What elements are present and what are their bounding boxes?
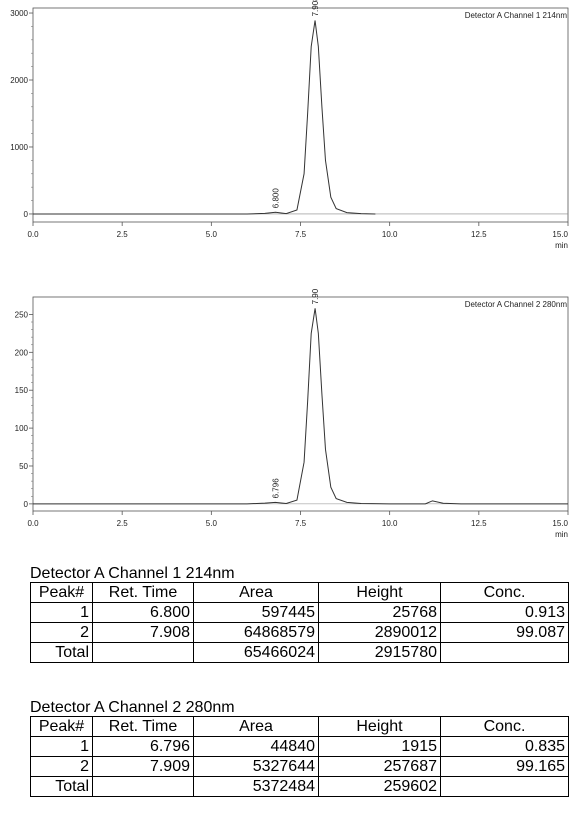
table-cell: Conc. bbox=[440, 582, 569, 603]
table: Peak# Ret. Time Area Height Conc. 1 6.796 44840… bbox=[30, 716, 569, 797]
y-tick-label: 1000 bbox=[10, 143, 28, 152]
x-tick-label: 12.5 bbox=[471, 230, 487, 239]
table-cell: 6.800 bbox=[92, 602, 194, 623]
table-cell: 259602 bbox=[318, 776, 441, 797]
trace bbox=[33, 20, 376, 215]
table-cell: 44840 bbox=[193, 736, 319, 757]
table-row: Peak# Ret. Time Area Height Conc. bbox=[30, 716, 569, 737]
peak-label: 6.800 bbox=[272, 188, 281, 209]
x-tick-label: 0.0 bbox=[27, 519, 39, 528]
peak-label: 6.796 bbox=[271, 478, 280, 499]
x-tick-label: 0.0 bbox=[27, 230, 39, 239]
x-tick-label: 10.0 bbox=[382, 519, 398, 528]
table-cell: Total bbox=[30, 776, 93, 797]
y-tick-label: 250 bbox=[15, 310, 29, 319]
table-cell bbox=[92, 642, 194, 663]
annotation: Detector A Channel 1 214nm bbox=[465, 11, 568, 20]
y-tick-label: 50 bbox=[19, 462, 28, 471]
table-cell: 2915780 bbox=[318, 642, 441, 663]
table-cell: 65466024 bbox=[193, 642, 319, 663]
table-cell: Area bbox=[193, 716, 319, 737]
table: Peak# Ret. Time Area Height Conc. 1 6.800 59744… bbox=[30, 582, 569, 663]
peak-table: Detector A Channel 1 214nm Peak# Ret. Time… bbox=[30, 565, 569, 663]
table-cell: Height bbox=[318, 582, 441, 603]
y-tick-label: 0 bbox=[24, 500, 29, 509]
x-tick-label: 15.0 bbox=[552, 519, 568, 528]
table-cell: Area bbox=[193, 582, 319, 603]
peak-label: 7.908 bbox=[311, 0, 320, 16]
table-cell bbox=[440, 776, 569, 797]
table-cell: 1 bbox=[30, 736, 93, 757]
table-cell bbox=[92, 776, 194, 797]
table-cell: Conc. bbox=[440, 716, 569, 737]
table-cell bbox=[440, 642, 569, 663]
y-tick-label: 150 bbox=[15, 386, 29, 395]
table-cell: 1915 bbox=[318, 736, 441, 757]
x-tick-label: 7.5 bbox=[295, 519, 307, 528]
table-cell: 25768 bbox=[318, 602, 441, 623]
table-row: 2 7.908 64868579 2890012 99.087 bbox=[30, 622, 569, 643]
table-cell: Peak# bbox=[30, 582, 93, 603]
table-cell: Ret. Time bbox=[92, 582, 194, 603]
table-cell: Total bbox=[30, 642, 93, 663]
table-row: 2 7.909 5327644 257687 99.165 bbox=[30, 756, 569, 777]
table-title: Detector A Channel 2 280nm bbox=[30, 699, 235, 716]
table-row: Peak# Ret. Time Area Height Conc. bbox=[30, 582, 569, 603]
y-tick-label: 100 bbox=[15, 424, 29, 433]
x-axis-label: min bbox=[555, 530, 568, 539]
x-tick-label: 5.0 bbox=[206, 230, 218, 239]
table-cell: 7.909 bbox=[92, 756, 194, 777]
x-axis-label: min bbox=[555, 241, 568, 250]
table-cell: Peak# bbox=[30, 716, 93, 737]
table-row: Total 65466024 2915780 bbox=[30, 642, 569, 663]
x-tick-label: 2.5 bbox=[117, 519, 129, 528]
table-cell: 2 bbox=[30, 622, 93, 643]
table-cell: 64868579 bbox=[193, 622, 319, 643]
x-tick-label: 7.5 bbox=[295, 230, 307, 239]
table-cell: 257687 bbox=[318, 756, 441, 777]
chromatogram: 0 1000 2000 3000 0.0 2.5 5.0 7.5 10.0 12.5 15.0 min… bbox=[10, 0, 568, 250]
table-row: Total 5372484 259602 bbox=[30, 776, 569, 797]
peak-label: 7.909 bbox=[311, 289, 320, 304]
table-cell: 0.913 bbox=[440, 602, 569, 623]
table-cell: Height bbox=[318, 716, 441, 737]
table-cell: 5372484 bbox=[193, 776, 319, 797]
y-tick-label: 3000 bbox=[10, 9, 28, 18]
table-cell: 1 bbox=[30, 602, 93, 623]
table-cell: 99.087 bbox=[440, 622, 569, 643]
table-cell: 99.165 bbox=[440, 756, 569, 777]
x-tick-label: 2.5 bbox=[117, 230, 129, 239]
table-title: Detector A Channel 1 214nm bbox=[30, 565, 235, 582]
y-tick-label: 200 bbox=[15, 348, 29, 357]
y-tick-label: 0 bbox=[24, 210, 29, 219]
table-cell: 597445 bbox=[193, 602, 319, 623]
peak-table: Detector A Channel 2 280nm Peak# Ret. Time… bbox=[30, 699, 569, 797]
table-row: 1 6.796 44840 1915 0.835 bbox=[30, 736, 569, 757]
table-cell: 0.835 bbox=[440, 736, 569, 757]
x-tick-label: 12.5 bbox=[471, 519, 487, 528]
table-cell: 6.796 bbox=[92, 736, 194, 757]
chromatogram: 0 50 100 150 200 250 0.0 2.5 5.0 7.5 10.0 12.5 15.0 m… bbox=[15, 289, 569, 539]
trace bbox=[33, 308, 568, 505]
x-tick-label: 15.0 bbox=[552, 230, 568, 239]
table-cell: 7.908 bbox=[92, 622, 194, 643]
y-tick-label: 2000 bbox=[10, 76, 28, 85]
x-tick-label: 10.0 bbox=[382, 230, 398, 239]
annotation: Detector A Channel 2 280nm bbox=[465, 300, 568, 309]
table-cell: 5327644 bbox=[193, 756, 319, 777]
x-tick-label: 5.0 bbox=[206, 519, 218, 528]
table-cell: Ret. Time bbox=[92, 716, 194, 737]
table-cell: 2890012 bbox=[318, 622, 441, 643]
table-row: 1 6.800 597445 25768 0.913 bbox=[30, 602, 569, 623]
table-cell: 2 bbox=[30, 756, 93, 777]
